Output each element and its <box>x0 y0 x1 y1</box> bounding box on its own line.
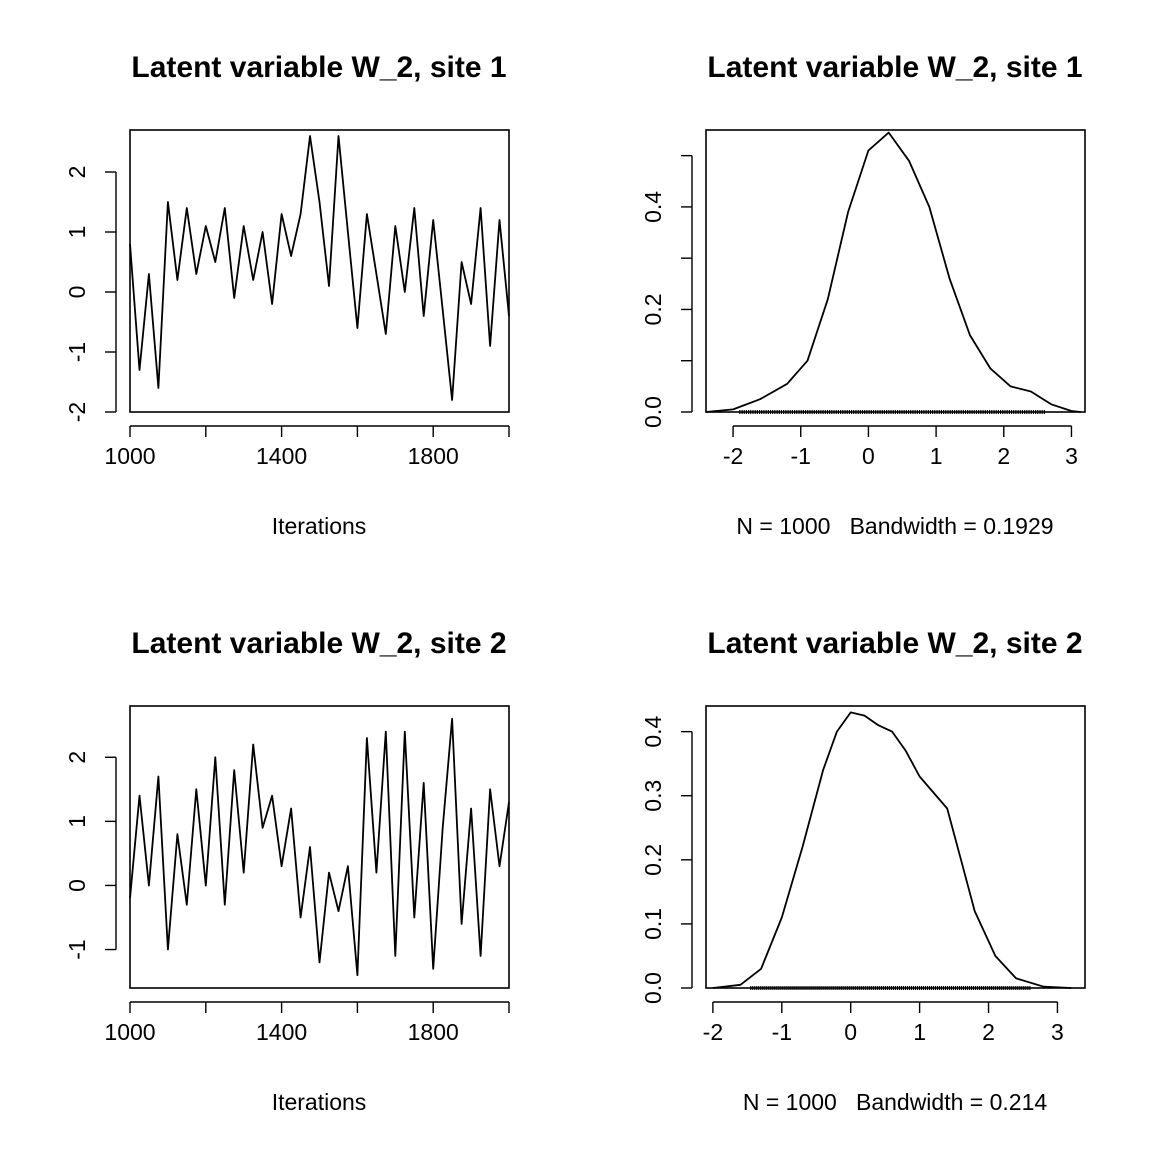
y-tick-label: 2 <box>64 166 90 179</box>
chart-title: Latent variable W_2, site 1 <box>707 51 1082 84</box>
plot-frame <box>705 129 1086 413</box>
y-tick-label: 2 <box>64 751 90 764</box>
plot-frame <box>129 129 510 413</box>
y-tick-label: 0.3 <box>640 780 666 812</box>
y-tick-label: 0.4 <box>640 715 666 747</box>
x-tick-label: 1000 <box>104 1019 155 1045</box>
y-tick-label: 1 <box>64 226 90 239</box>
x-axis-label: Iterations <box>272 513 367 539</box>
x-tick-label: 3 <box>1065 443 1078 469</box>
plot-frame <box>129 705 510 989</box>
y-tick-label: 0.2 <box>640 293 666 325</box>
x-tick-label: 2 <box>997 443 1010 469</box>
y-tick-label: -2 <box>64 402 90 422</box>
y-tick-label: 0 <box>64 286 90 299</box>
y-tick-label: 1 <box>64 815 90 828</box>
x-tick-label: -1 <box>791 443 811 469</box>
x-tick-label: 1400 <box>256 443 307 469</box>
panel-density-site-2: Latent variable W_2, site 2 N = 1000 Ban… <box>640 627 1086 1115</box>
x-tick-label: 1 <box>913 1019 926 1045</box>
y-tick-label: 0.4 <box>640 191 666 223</box>
y-tick-label: 0.0 <box>640 972 666 1004</box>
x-axis-label: N = 1000 Bandwidth = 0.214 <box>743 1089 1048 1115</box>
y-tick-label: -1 <box>64 342 90 362</box>
x-tick-label: -2 <box>703 1019 723 1045</box>
x-tick-label: 1 <box>930 443 943 469</box>
x-tick-label: 0 <box>844 1019 857 1045</box>
x-tick-label: 2 <box>982 1019 995 1045</box>
x-tick-label: 1800 <box>408 1019 459 1045</box>
x-tick-label: 0 <box>862 443 875 469</box>
y-tick-label: 0.1 <box>640 908 666 940</box>
x-tick-label: 1800 <box>408 443 459 469</box>
x-tick-label: -2 <box>723 443 743 469</box>
chart-title: Latent variable W_2, site 1 <box>131 51 506 84</box>
panel-trace-site-1: Latent variable W_2, site 1 Iterations 1… <box>64 51 510 539</box>
density-curve <box>705 131 1081 413</box>
panel-trace-site-2: Latent variable W_2, site 2 Iterations 1… <box>64 627 510 1115</box>
y-tick-label: -1 <box>64 939 90 959</box>
trace-line <box>129 717 510 977</box>
x-axis-label: N = 1000 Bandwidth = 0.1929 <box>736 513 1053 539</box>
panel-density-site-1: Latent variable W_2, site 1 N = 1000 Ban… <box>640 51 1086 539</box>
chart-title: Latent variable W_2, site 2 <box>707 627 1082 660</box>
x-axis-label: Iterations <box>272 1089 367 1115</box>
y-tick-label: 0.2 <box>640 844 666 876</box>
density-curve <box>712 711 1072 989</box>
trace-line <box>129 135 510 401</box>
chart-title: Latent variable W_2, site 2 <box>131 627 506 660</box>
x-tick-label: 3 <box>1051 1019 1064 1045</box>
plot-frame <box>705 705 1086 989</box>
x-tick-label: 1000 <box>104 443 155 469</box>
x-tick-label: -1 <box>772 1019 792 1045</box>
x-tick-label: 1400 <box>256 1019 307 1045</box>
y-tick-label: 0.0 <box>640 396 666 428</box>
y-tick-label: 0 <box>64 879 90 892</box>
